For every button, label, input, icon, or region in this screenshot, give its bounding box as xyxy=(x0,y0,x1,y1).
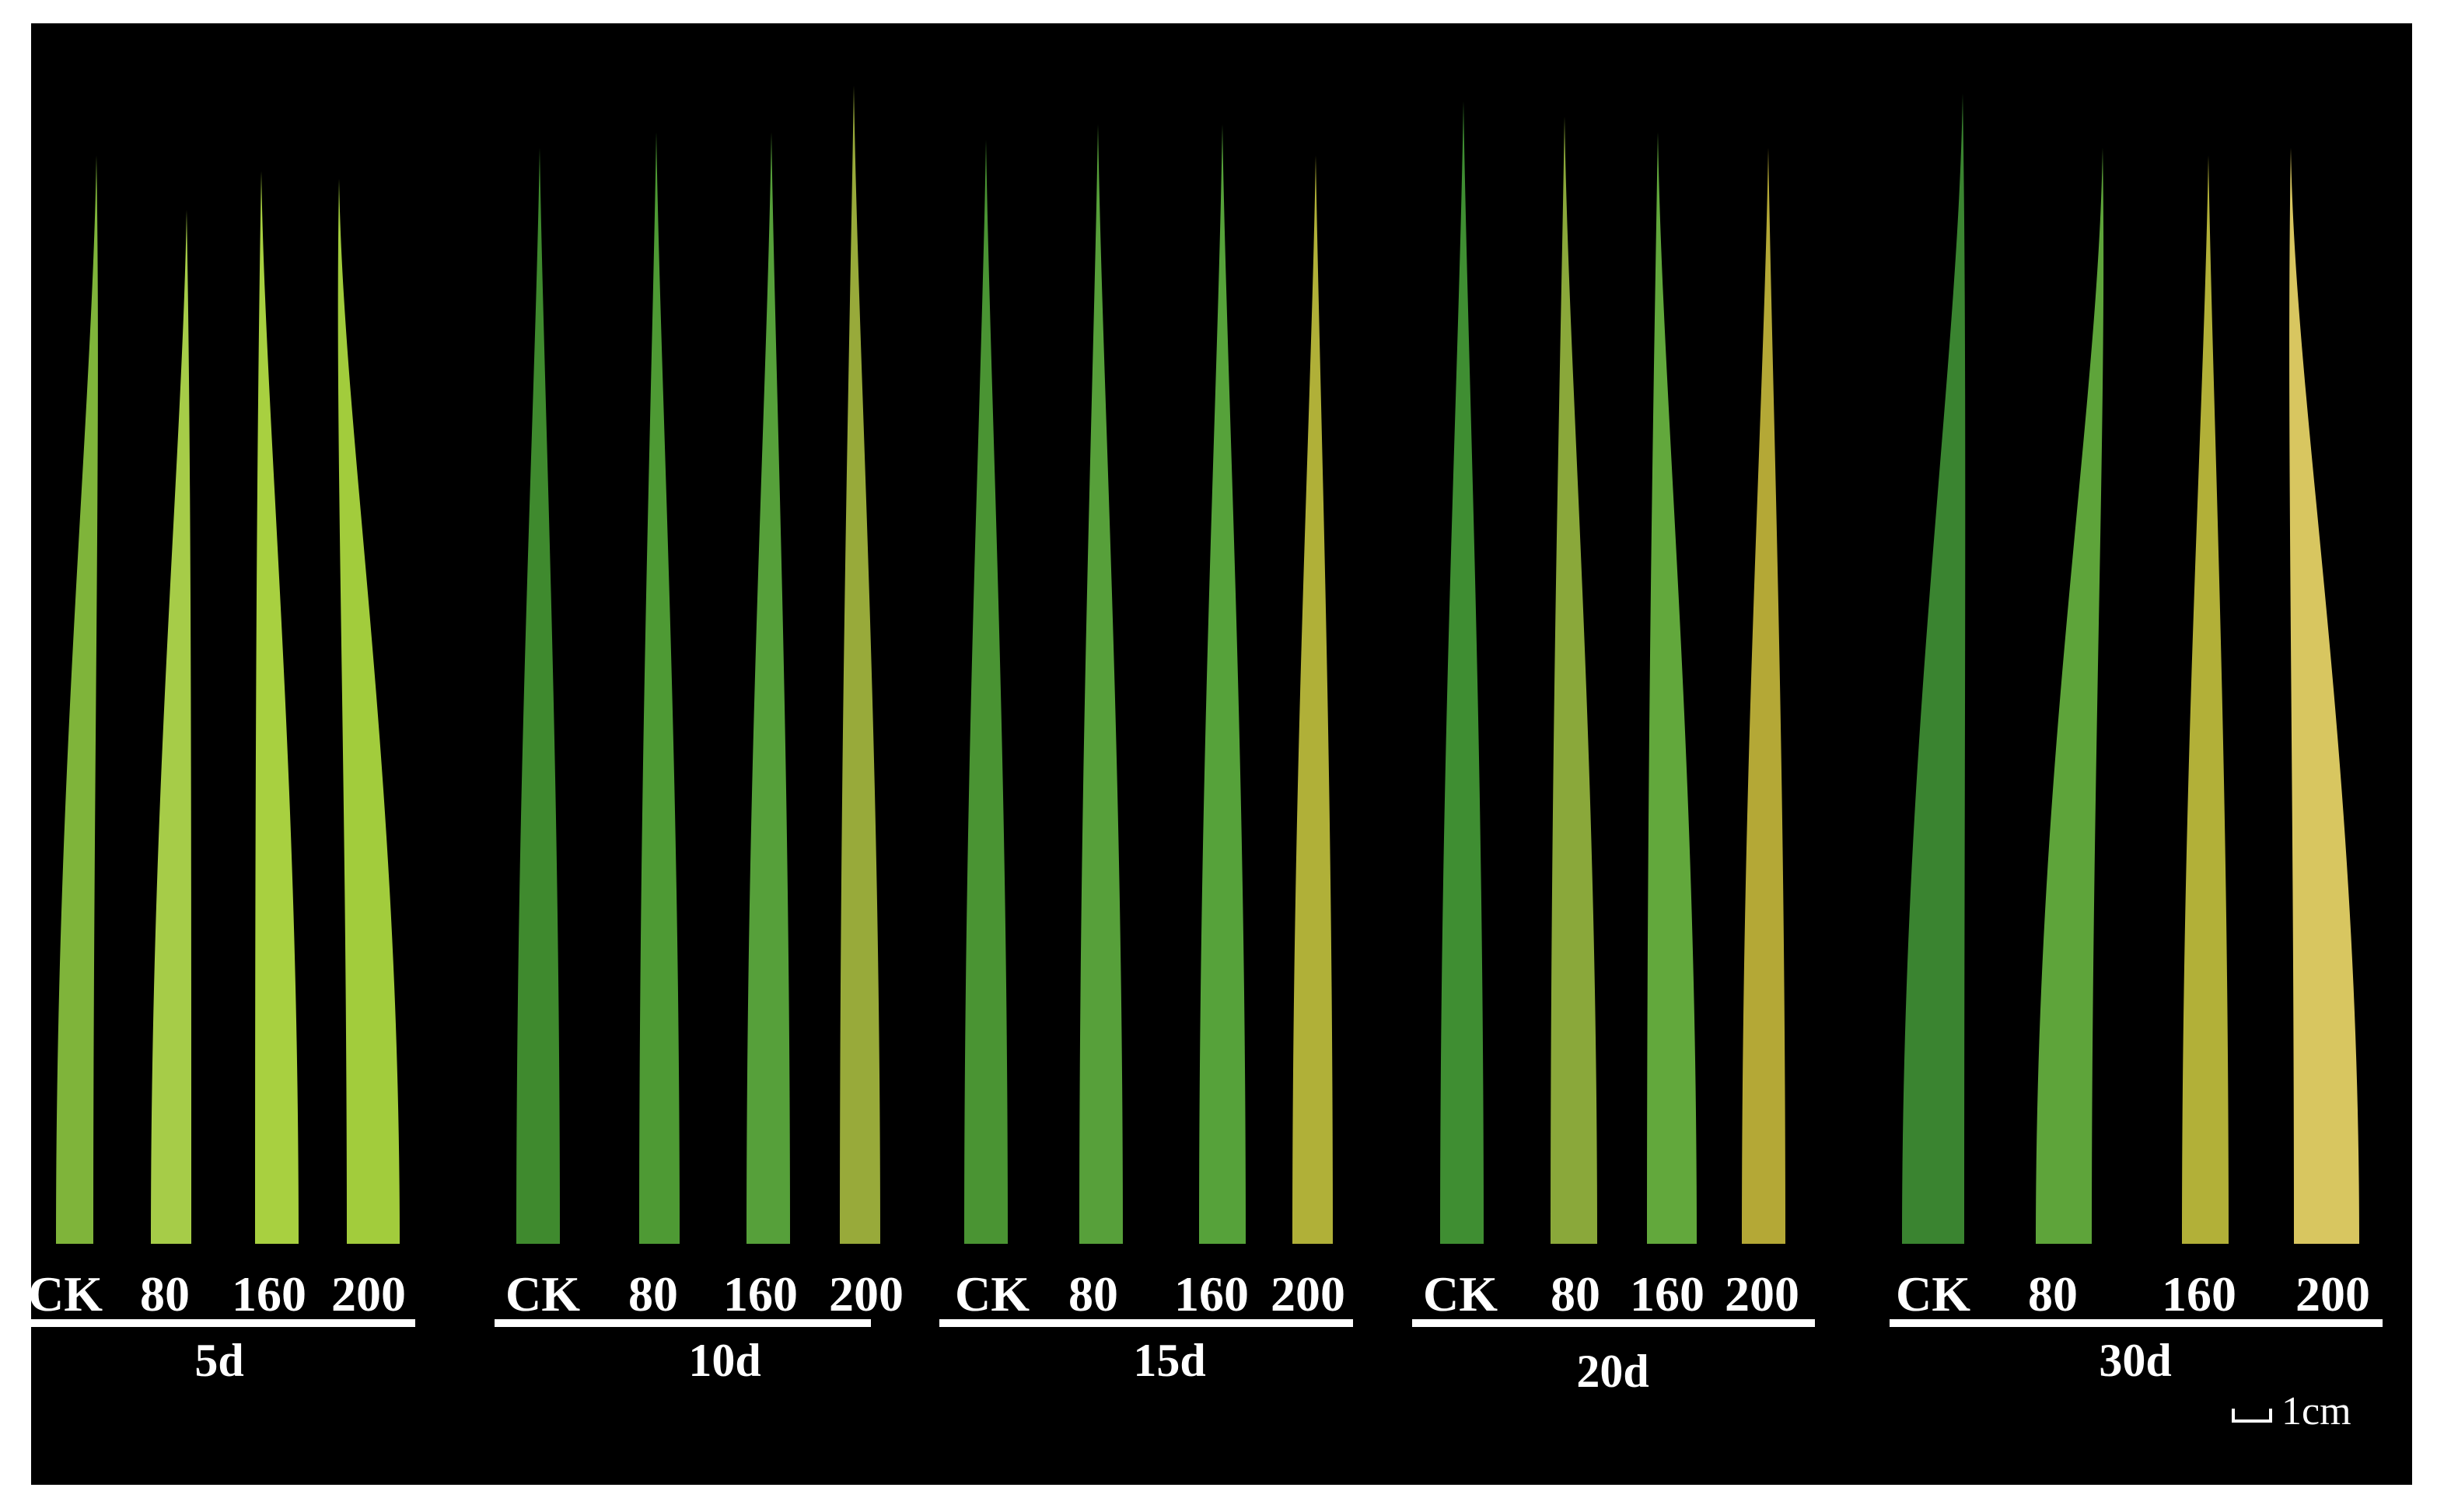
concentration-label: 80 xyxy=(1068,1266,1118,1322)
concentration-label: CK xyxy=(1423,1266,1498,1322)
concentration-label: 80 xyxy=(628,1266,678,1322)
concentration-label: CK xyxy=(1896,1266,1970,1322)
concentration-label: CK xyxy=(505,1266,580,1322)
concentration-label: 200 xyxy=(1271,1266,1345,1322)
concentration-label: 80 xyxy=(2028,1266,2078,1322)
leaf xyxy=(639,132,680,1244)
scale-label: 1cm xyxy=(2281,1389,2351,1433)
day-label: 30d xyxy=(2099,1335,2171,1386)
concentration-label: 200 xyxy=(829,1266,904,1322)
scale-bar xyxy=(2232,1409,2272,1423)
leaf xyxy=(151,210,191,1244)
leaf xyxy=(1742,148,1785,1244)
leaf xyxy=(746,132,790,1244)
leaf xyxy=(1199,124,1246,1244)
concentration-label: 160 xyxy=(723,1266,798,1322)
leaves xyxy=(56,86,2359,1244)
leaf xyxy=(1902,93,1966,1244)
leaf xyxy=(337,179,400,1244)
leaf xyxy=(1292,155,1333,1244)
concentration-label: 200 xyxy=(2295,1266,2370,1322)
leaf xyxy=(964,140,1008,1244)
concentration-label: 160 xyxy=(1630,1266,1705,1322)
leaf xyxy=(56,155,98,1244)
leaf xyxy=(1647,132,1697,1244)
leaf xyxy=(255,171,299,1244)
concentration-label: 160 xyxy=(232,1266,306,1322)
day-label: 5d xyxy=(194,1335,243,1386)
day-label: 10d xyxy=(688,1335,760,1386)
concentration-label: 80 xyxy=(140,1266,190,1322)
day-label: 20d xyxy=(1576,1346,1649,1397)
day-label: 15d xyxy=(1133,1335,1205,1386)
concentration-label: 200 xyxy=(331,1266,406,1322)
concentration-label: 160 xyxy=(2162,1266,2236,1322)
concentration-label: CK xyxy=(28,1266,103,1322)
leaf xyxy=(840,86,880,1244)
leaf xyxy=(2036,148,2104,1244)
leaf xyxy=(2289,148,2359,1244)
labels: CK 80 160 200 5d CK 80 160 200 10d CK 80 160 200 15d CK… xyxy=(28,1266,2383,1397)
leaf xyxy=(1440,101,1484,1244)
leaf xyxy=(1079,124,1123,1244)
leaf xyxy=(516,148,560,1244)
leaf xyxy=(2182,155,2229,1244)
leaf xyxy=(1551,117,1597,1244)
concentration-label: CK xyxy=(955,1266,1030,1322)
concentration-label: 80 xyxy=(1551,1266,1600,1322)
concentration-label: 160 xyxy=(1174,1266,1249,1322)
concentration-label: 200 xyxy=(1725,1266,1799,1322)
